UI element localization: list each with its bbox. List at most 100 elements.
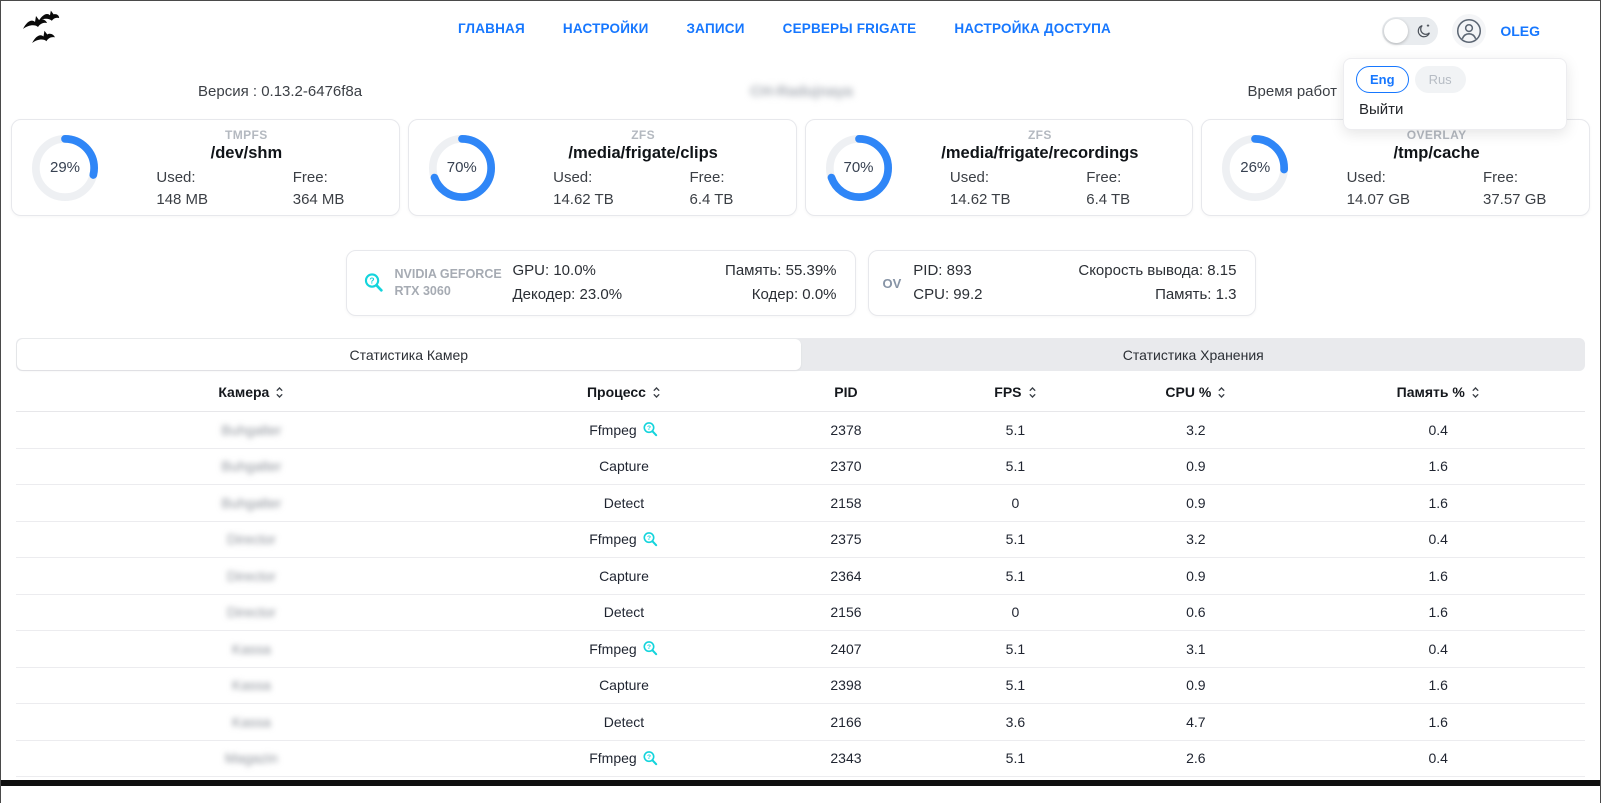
dark-mode-toggle[interactable] — [1382, 17, 1439, 45]
cell-cpu: 0.9 — [1186, 494, 1206, 511]
language-switcher: Eng Rus — [1356, 66, 1554, 93]
username-label[interactable]: OLEG — [1500, 23, 1540, 39]
svg-text:?: ? — [647, 425, 651, 432]
storage-card-clips: 70% ZFS /media/frigate/clips Used: 14.62… — [407, 119, 797, 216]
storage-card-tmp-cache: 26% OVERLAY /tmp/cache Used: 14.07 GB Fr… — [1201, 119, 1590, 216]
gpu-usage-value: GPU: 10.0% — [512, 262, 596, 279]
cell-process: Ffmpeg ? — [487, 421, 762, 438]
camera-stats-table: Камера Процесс PID FPS CPU % Память % — [16, 373, 1585, 777]
ffmpeg-info-icon[interactable]: ? — [642, 531, 659, 548]
tab-camera-stats[interactable]: Статистика Камер — [17, 339, 801, 370]
cell-memory: 1.6 — [1428, 677, 1448, 694]
free-label: Free: — [292, 168, 328, 186]
cell-pid: 2156 — [830, 604, 862, 621]
cell-fps: 5.1 — [1005, 458, 1026, 475]
disk-usage-percent: 26% — [1240, 159, 1271, 176]
cell-cpu: 0.6 — [1186, 604, 1206, 621]
used-label: Used: — [949, 168, 990, 186]
tab-storage-stats[interactable]: Статистика Хранения — [1122, 346, 1264, 363]
table-row: Buhgalter Ffmpeg ? 2378 5.1 3.2 0.4 — [16, 412, 1585, 449]
cell-process: Capture — [599, 567, 649, 584]
user-avatar[interactable] — [1452, 14, 1487, 48]
gpu-decoder-value: Декодер: 23.0% — [512, 286, 623, 303]
column-header-memory[interactable]: Память % — [1292, 384, 1585, 400]
table-row: Director Capture 2364 5.1 0.9 1.6 — [16, 558, 1585, 595]
cell-camera: Magazin — [224, 750, 278, 767]
cell-fps: 5.1 — [1005, 531, 1026, 548]
cell-fps: 5.1 — [1005, 750, 1026, 767]
ffmpeg-info-icon[interactable]: ? — [642, 750, 659, 767]
column-header-camera[interactable]: Камера — [16, 384, 487, 400]
stats-tabs: Статистика Камер Статистика Хранения — [16, 338, 1585, 371]
server-name-blurred: CH-Radujnaya — [750, 83, 853, 100]
svg-text:?: ? — [369, 275, 374, 285]
nav-item-settings[interactable]: НАСТРОЙКИ — [562, 21, 649, 36]
fs-type-label: OVERLAY — [1406, 127, 1467, 142]
sort-icon — [1218, 386, 1225, 398]
fs-type-label: ZFS — [631, 127, 656, 142]
svg-text:?: ? — [647, 535, 651, 542]
storage-cards-row: 29% TMPFS /dev/shm Used: 148 MB Free: 36… — [11, 119, 1590, 216]
cell-cpu: 3.2 — [1186, 531, 1206, 548]
ov-output-speed-value: Скорость вывода: 8.15 — [1078, 262, 1237, 279]
main-nav: ГЛАВНАЯ НАСТРОЙКИ ЗАПИСИ СЕРВЕРЫ FRIGATE… — [458, 21, 1111, 36]
gpu-info-magnifier-icon[interactable]: ? — [363, 272, 385, 294]
table-row: Kassa Detect 2166 3.6 4.7 1.6 — [16, 704, 1585, 741]
table-row: Director Ffmpeg ? 2375 5.1 3.2 0.4 — [16, 522, 1585, 558]
process-stats-row: ? NVIDIA GEFORCE RTX 3060 GPU: 10.0% Дек… — [1, 250, 1600, 316]
free-label: Free: — [689, 168, 725, 186]
nav-item-home[interactable]: ГЛАВНАЯ — [458, 21, 525, 36]
cell-memory: 0.4 — [1428, 531, 1448, 548]
ffmpeg-info-icon[interactable]: ? — [642, 421, 659, 438]
cell-fps: 5.1 — [1005, 567, 1026, 584]
header-controls: OLEG — [1382, 14, 1540, 48]
disk-usage-percent: 70% — [843, 159, 874, 176]
cell-process: Detect — [603, 713, 645, 730]
language-button-eng[interactable]: Eng — [1356, 66, 1409, 93]
cell-camera: Kassa — [231, 713, 271, 730]
nav-item-recordings[interactable]: ЗАПИСИ — [686, 21, 745, 36]
used-label: Used: — [1346, 168, 1386, 186]
ffmpeg-info-icon[interactable]: ? — [642, 640, 659, 657]
table-row: Magazin Ffmpeg ? 2343 5.1 2.6 0.4 — [16, 741, 1585, 777]
storage-card-dev-shm: 29% TMPFS /dev/shm Used: 148 MB Free: 36… — [11, 119, 400, 216]
used-value: 14.62 TB — [949, 190, 1011, 208]
gpu-name-label: NVIDIA GEFORCE RTX 3060 — [394, 267, 502, 298]
cell-camera: Director — [226, 604, 276, 621]
cell-memory: 1.6 — [1428, 494, 1448, 511]
used-value: 148 MB — [156, 190, 209, 208]
nav-item-access-settings[interactable]: НАСТРОЙКА ДОСТУПА — [954, 21, 1111, 36]
cell-memory: 1.6 — [1428, 713, 1448, 730]
cell-pid: 2375 — [830, 531, 862, 548]
cell-process: Detect — [603, 494, 645, 511]
ov-pid-value: PID: 893 — [913, 262, 972, 279]
logout-menu-item[interactable]: Выйти — [1359, 101, 1404, 118]
gpu-memory-value: Память: 55.39% — [725, 262, 837, 279]
cell-process: Capture — [599, 458, 649, 475]
disk-usage-donut: 26% — [1222, 134, 1289, 201]
cell-fps: 5.1 — [1005, 640, 1026, 657]
column-header-process[interactable]: Процесс — [487, 384, 762, 400]
frigate-logo[interactable] — [15, 7, 63, 55]
free-label: Free: — [1482, 168, 1518, 186]
cell-memory: 0.4 — [1428, 750, 1448, 767]
user-dropdown-menu: Eng Rus Выйти — [1343, 58, 1567, 130]
ov-label: OV — [882, 275, 902, 291]
nav-item-frigate-servers[interactable]: СЕРВЕРЫ FRIGATE — [782, 21, 917, 36]
cell-cpu: 0.9 — [1186, 567, 1206, 584]
cell-camera: Buhgalter — [221, 421, 282, 438]
column-header-cpu[interactable]: CPU % — [1100, 384, 1291, 400]
mount-point-label: /dev/shm — [210, 143, 283, 162]
language-button-rus[interactable]: Rus — [1414, 66, 1466, 93]
table-row: Director Detect 2156 0 0.6 1.6 — [16, 595, 1585, 631]
cell-pid: 2378 — [830, 421, 862, 438]
mount-point-label: /media/frigate/clips — [568, 143, 718, 162]
used-label: Used: — [156, 168, 196, 186]
fs-type-label: TMPFS — [225, 127, 268, 142]
free-value: 6.4 TB — [1086, 190, 1131, 208]
table-row: Buhgalter Detect 2158 0 0.9 1.6 — [16, 485, 1585, 522]
column-header-fps[interactable]: FPS — [931, 384, 1100, 400]
cell-process: Ffmpeg ? — [487, 640, 762, 657]
svg-text:?: ? — [647, 754, 651, 761]
version-label: Версия : 0.13.2-6476f8a — [198, 83, 363, 100]
